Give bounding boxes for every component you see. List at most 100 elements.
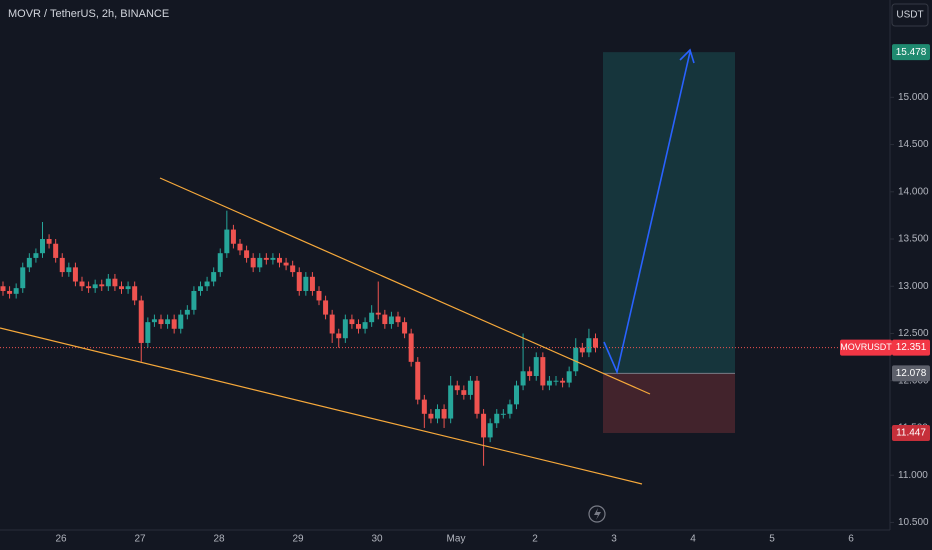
arrow-head: [679, 48, 695, 64]
price-tags: 15.478 12.078 11.447 12.351 MOVRUSDT: [840, 44, 930, 441]
candle-body: [99, 284, 105, 287]
profit-zone: [603, 52, 735, 374]
entry-tag: 12.078: [896, 368, 927, 379]
candle-body: [296, 272, 302, 291]
candle-body: [428, 413, 434, 419]
entry-tag-bg: [892, 365, 930, 382]
candle-body: [527, 371, 533, 377]
candle-body: [40, 239, 45, 254]
y-tick-label: 13.000: [898, 281, 929, 292]
candle-body: [448, 385, 454, 419]
stop-tag-bg: [892, 424, 930, 441]
candle-body: [151, 319, 157, 323]
candle-body: [507, 404, 513, 414]
candle-body: [20, 267, 26, 289]
projection-arrow: [603, 51, 691, 375]
candle-body: [224, 229, 230, 254]
x-tick-label: 5: [769, 534, 775, 545]
candle-body: [566, 371, 572, 383]
candle-body: [303, 276, 309, 291]
candle-body: [132, 286, 138, 301]
candle-body: [198, 286, 203, 291]
icon-bolt[interactable]: [594, 508, 601, 520]
x-tick-label: 30: [371, 534, 383, 545]
candle-body: [356, 324, 361, 329]
candle-body: [46, 239, 52, 244]
candle-body: [59, 257, 65, 273]
icon-circle[interactable]: [588, 505, 606, 523]
y-tick-label: 13.500: [898, 234, 929, 245]
candle-body: [395, 316, 401, 323]
candle-body: [586, 338, 592, 353]
candle-body: [7, 290, 13, 294]
y-tick-label: 15.000: [898, 92, 929, 103]
candle-body: [342, 319, 348, 339]
candle-body: [79, 281, 85, 287]
target-tag-bg: [892, 44, 930, 61]
candle-body: [33, 253, 39, 258]
chart-title: MOVR / TetherUS, 2h, BINANCE: [8, 8, 169, 20]
candle-body: [415, 361, 421, 400]
y-tick-label: 10.500: [898, 517, 929, 528]
candle-body: [204, 281, 210, 287]
candle-body: [593, 338, 598, 348]
candle-body: [86, 286, 92, 289]
x-tick-label: 26: [55, 534, 67, 545]
candle-body: [244, 250, 250, 258]
x-tick-label: 4: [690, 534, 696, 545]
candle-body: [171, 319, 177, 329]
candle-body: [323, 300, 329, 315]
currency-label[interactable]: USDT: [896, 10, 923, 21]
candle-body: [138, 300, 144, 343]
candles: [0, 210, 890, 466]
candle-body: [421, 399, 427, 414]
candle-body: [481, 413, 487, 438]
candle-body: [237, 243, 243, 251]
candle-body: [283, 262, 289, 266]
candle-body: [435, 409, 440, 419]
lower-trendline: [0, 327, 643, 485]
target-tag: 15.478: [896, 47, 927, 58]
candle-body: [369, 312, 375, 323]
candle-body: [546, 380, 552, 386]
replay-icon[interactable]: [588, 505, 606, 523]
candle-body: [474, 380, 480, 414]
candle-body: [362, 322, 368, 329]
candle-body: [573, 347, 579, 372]
candle-body: [533, 357, 539, 377]
candle-body: [53, 243, 59, 258]
candle-body: [0, 286, 6, 291]
candle-body: [349, 319, 355, 325]
candle-body: [178, 314, 184, 329]
candle-body: [514, 385, 519, 405]
candle-body: [125, 286, 131, 290]
x-tick-label: 27: [134, 534, 146, 545]
candle-body: [184, 309, 190, 315]
candle-body: [375, 312, 381, 315]
candle-body: [92, 284, 98, 289]
x-tick-label: May: [447, 534, 466, 545]
candle-body: [336, 333, 342, 339]
candle-body: [26, 257, 32, 268]
y-tick-label: 14.000: [898, 186, 929, 197]
x-tick-label: 3: [611, 534, 617, 545]
candle-body: [230, 229, 236, 244]
candle-body: [329, 314, 335, 334]
candle-body: [290, 265, 296, 273]
candle-body: [309, 276, 315, 291]
candle-body: [112, 278, 118, 287]
candle-body: [402, 322, 408, 334]
currency-button[interactable]: [891, 3, 929, 27]
candle-body: [217, 253, 223, 273]
upper-trendline: [159, 177, 651, 395]
candle-body: [13, 288, 19, 294]
candle-body: [467, 380, 473, 395]
symbol-tag-bg: [840, 339, 892, 356]
candle-body: [520, 371, 526, 386]
candle-body: [72, 267, 78, 282]
x-tick-label: 2: [532, 534, 538, 545]
symbol-tag: MOVRUSDT: [840, 342, 892, 352]
